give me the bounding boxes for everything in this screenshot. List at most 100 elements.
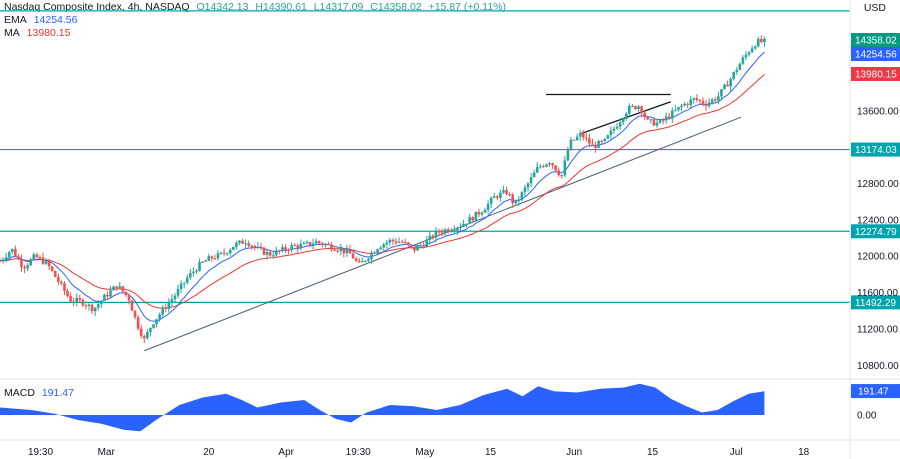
high-value: H14390.61: [255, 1, 307, 13]
candle-body: [671, 110, 674, 119]
candle-body: [1, 259, 5, 261]
candle-body: [720, 89, 723, 97]
candle-body: [422, 245, 425, 247]
candles: [0, 35, 766, 343]
candle-body: [96, 304, 100, 308]
candle-body: [253, 245, 257, 248]
candle-body: [370, 252, 373, 260]
ma-label: MA: [4, 27, 20, 39]
candle-body: [321, 242, 324, 245]
candle-body: [698, 100, 702, 102]
candle-body: [10, 248, 14, 253]
candle-body: [379, 247, 382, 250]
candle-body: [563, 160, 567, 176]
candle-body: [649, 119, 653, 121]
candle-body: [149, 327, 152, 333]
candle-body: [373, 252, 376, 254]
candle-body: [235, 242, 238, 247]
candle-body: [520, 192, 524, 200]
y-tick-label: 12400.00: [857, 215, 899, 226]
y-tick-label: 13600.00: [857, 106, 899, 117]
candle-body: [683, 103, 686, 106]
candle-body: [314, 241, 318, 244]
candle-body: [296, 245, 300, 249]
candle-body: [201, 261, 204, 263]
candle-body: [732, 72, 736, 79]
candle-body: [26, 265, 29, 269]
candle-body: [195, 270, 198, 272]
candle-body: [406, 242, 410, 245]
candle-body: [425, 239, 429, 247]
candle-body: [256, 246, 260, 248]
candle-body: [603, 138, 607, 142]
level-badge: [851, 295, 900, 310]
ema-value: 14254.56: [33, 14, 78, 26]
candle-body: [677, 106, 680, 110]
candle-body: [545, 164, 548, 167]
candle-body: [4, 257, 8, 260]
candle-body: [502, 190, 505, 193]
candle-body: [615, 126, 619, 129]
candle-body: [173, 295, 177, 300]
candle-body: [136, 317, 140, 329]
candle-body: [142, 336, 146, 339]
x-tick-label: 18: [798, 447, 810, 458]
candle-body: [241, 240, 244, 244]
candle-body: [505, 190, 508, 194]
candle-body: [609, 130, 613, 136]
candle-body: [572, 139, 576, 141]
candle-body: [750, 48, 754, 53]
candle-body: [397, 241, 401, 243]
horizontal-levels: 13174.03 12274.79 11492.29: [0, 10, 900, 310]
candle-body: [606, 135, 610, 139]
candle-body: [529, 177, 533, 184]
candle-body: [339, 248, 343, 252]
candle-body: [262, 247, 266, 255]
candle-body: [75, 297, 79, 302]
macd-value-badge: [851, 384, 900, 399]
candle-body: [109, 290, 112, 297]
candle-body: [72, 301, 75, 303]
candle-body: [391, 239, 395, 242]
currency-label: USD: [863, 2, 886, 14]
ascending-trendline: [144, 116, 742, 352]
candle-body: [664, 116, 668, 121]
chart-legend-main: Nasdaq Composite Index, 4h, NASDAQ O1434…: [4, 1, 510, 14]
candle-body: [228, 249, 232, 254]
x-tick-label: Jun: [566, 447, 582, 458]
candle-body: [14, 248, 17, 257]
candle-body: [440, 232, 444, 234]
candle-body: [90, 304, 94, 312]
candle-body: [575, 136, 579, 141]
candle-body: [198, 261, 201, 271]
candle-body: [637, 106, 640, 110]
candle-body: [446, 229, 450, 232]
symbol-title: Nasdaq Composite Index, 4h, NASDAQ: [4, 1, 190, 13]
candle-body: [78, 297, 82, 300]
price-badge-close: [851, 33, 900, 47]
candle-body: [538, 166, 542, 168]
candle-body: [274, 250, 278, 256]
level-badge: [851, 142, 900, 157]
candle-body: [760, 38, 763, 43]
ema-line: [0, 51, 765, 322]
candle-body: [29, 259, 32, 266]
candle-body: [360, 260, 364, 263]
candle-body: [213, 258, 217, 260]
candle-body: [569, 139, 573, 150]
macd-badge-label: 191.47: [858, 387, 889, 398]
candle-body: [32, 254, 36, 260]
candle-body: [655, 122, 659, 126]
candle-body: [324, 244, 327, 246]
macd-value: 191.47: [41, 387, 74, 399]
y-tick-label: 11600.00: [857, 288, 898, 299]
y-tick-label: 12800.00: [857, 179, 899, 190]
x-tick-label: Apr: [278, 447, 294, 458]
x-tick-label: 19:30: [28, 447, 53, 458]
candle-body: [483, 210, 487, 213]
candle-body: [176, 289, 180, 296]
candle-body: [535, 166, 539, 173]
candle-body: [247, 243, 250, 246]
